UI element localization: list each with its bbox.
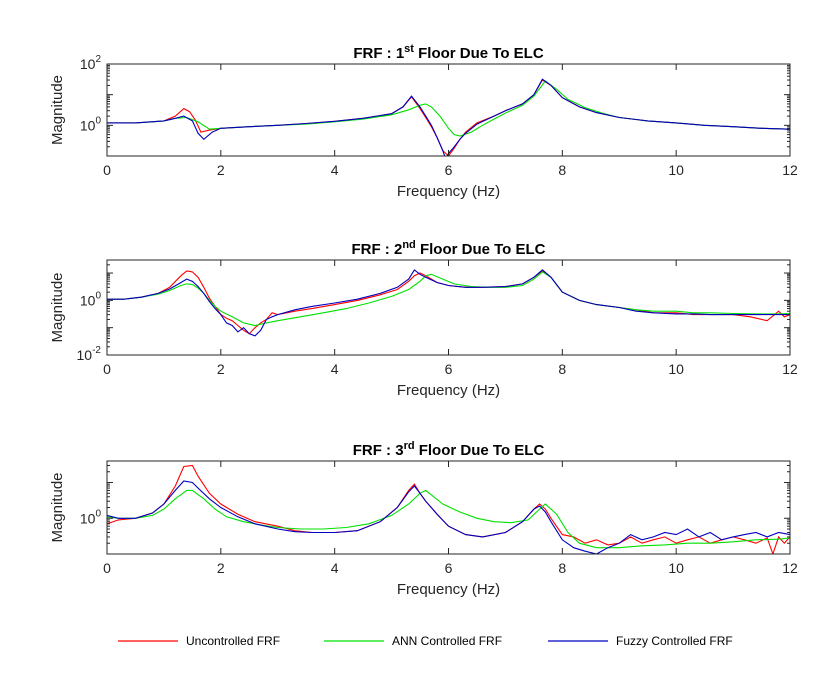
plot-area	[107, 260, 790, 355]
subplot-title: FRF : 3rd Floor Due To ELC	[353, 440, 545, 459]
subplot-2: 0 2 4 6 8 10 12 10-2 100 FRF : 2nd Floor Due To E…	[49, 239, 798, 399]
y-axis-label: Magnitude	[49, 472, 66, 542]
y-tick-label: 100	[80, 508, 102, 526]
x-tick-label: 2	[217, 560, 225, 576]
x-tick-label: 8	[558, 162, 566, 178]
legend-entry-ann: ANN Controlled FRF	[324, 634, 502, 648]
y-tick-label: 102	[80, 54, 102, 72]
legend: Uncontrolled FRF ANN Controlled FRF Fuzz…	[118, 634, 733, 648]
series-line-ann	[107, 271, 790, 327]
y-axis-label: Magnitude	[49, 272, 66, 342]
x-tick-label: 4	[331, 361, 339, 377]
y-axis-label: Magnitude	[49, 75, 66, 145]
subplot-title: FRF : 1st Floor Due To ELC	[353, 43, 544, 62]
subplot-title: FRF : 2nd Floor Due To ELC	[351, 239, 545, 258]
legend-label-uncontrolled: Uncontrolled FRF	[186, 634, 280, 648]
x-axis-label: Frequency (Hz)	[397, 581, 500, 598]
x-tick-label: 0	[103, 361, 111, 377]
x-tick-label: 6	[445, 361, 453, 377]
x-tick-label: 12	[782, 162, 798, 178]
legend-label-ann: ANN Controlled FRF	[392, 634, 502, 648]
x-tick-label: 2	[217, 162, 225, 178]
x-axis-label: Frequency (Hz)	[397, 183, 500, 200]
subplot-1: 0 2 4 6 8 10 12 100 102 FRF : 1st Floor Due To EL…	[49, 43, 798, 200]
x-tick-label: 10	[668, 560, 684, 576]
x-tick-label: 10	[668, 162, 684, 178]
x-tick-label: 0	[103, 162, 111, 178]
y-tick-label: 10-2	[77, 345, 102, 363]
x-tick-label: 4	[331, 162, 339, 178]
series-line-fuzzy	[107, 480, 790, 554]
x-tick-label: 2	[217, 361, 225, 377]
legend-entry-fuzzy: Fuzzy Controlled FRF	[548, 634, 733, 648]
x-tick-label: 6	[445, 162, 453, 178]
x-tick-label: 8	[558, 560, 566, 576]
x-tick-label: 8	[558, 361, 566, 377]
y-tick-label: 100	[80, 115, 102, 133]
x-axis-label: Frequency (Hz)	[397, 382, 500, 399]
x-tick-label: 10	[668, 361, 684, 377]
x-tick-label: 6	[445, 560, 453, 576]
y-tick-label: 100	[80, 290, 102, 308]
series-line-fuzzy	[107, 78, 790, 156]
series-line-fuzzy	[107, 269, 790, 337]
x-tick-label: 12	[782, 361, 798, 377]
x-tick-label: 12	[782, 560, 798, 576]
subplot-3: 0 2 4 6 8 10 12 100 FRF : 3rd Floor Due To ELC Fr…	[49, 440, 798, 598]
legend-label-fuzzy: Fuzzy Controlled FRF	[616, 634, 733, 648]
plot-area	[107, 64, 790, 156]
x-tick-label: 4	[331, 560, 339, 576]
x-tick-label: 0	[103, 560, 111, 576]
legend-entry-uncontrolled: Uncontrolled FRF	[118, 634, 280, 648]
series-line-ann	[107, 489, 790, 549]
